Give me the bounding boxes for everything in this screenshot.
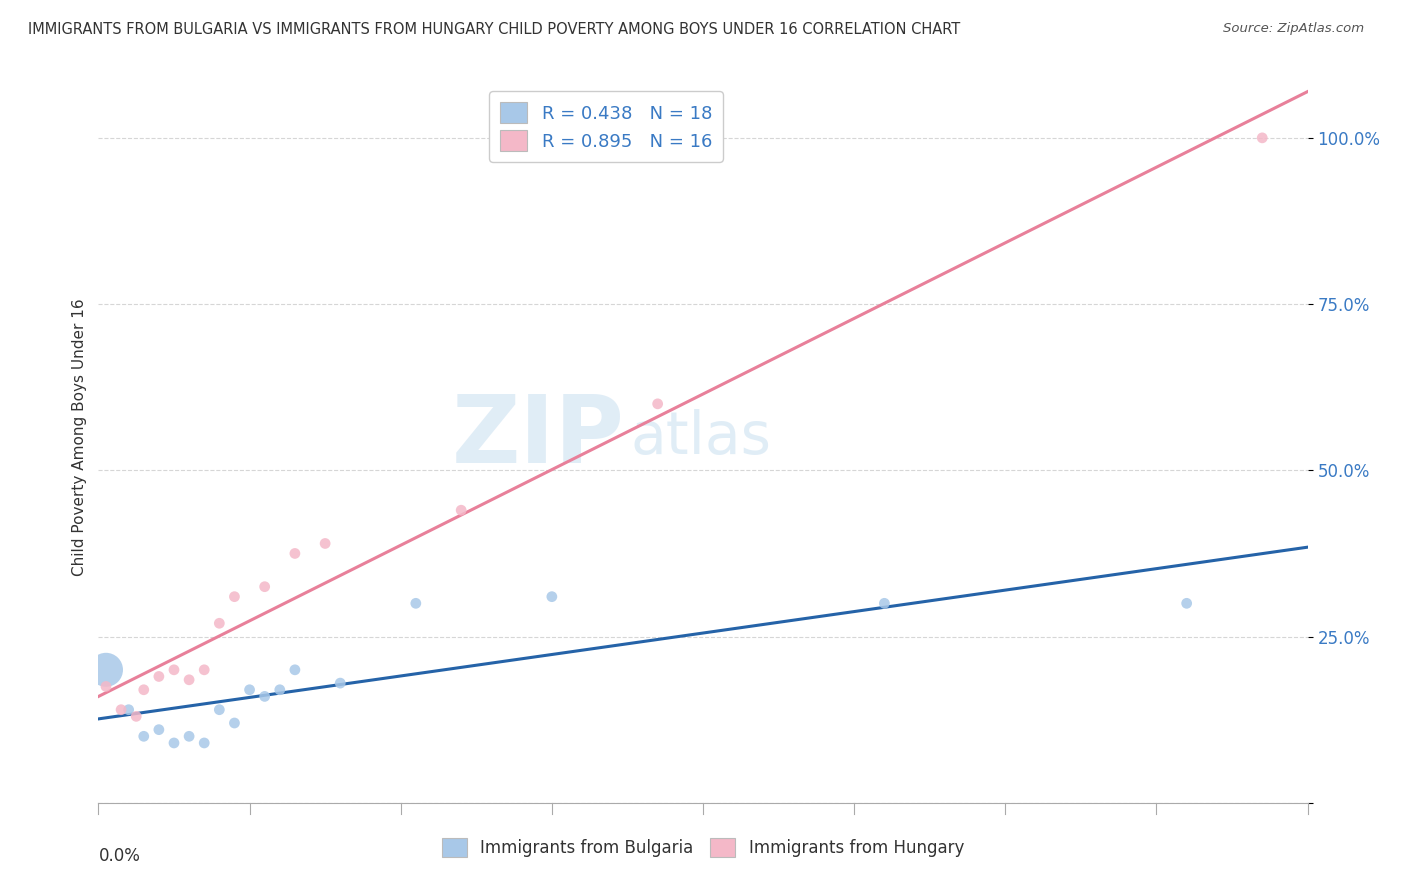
Text: Source: ZipAtlas.com: Source: ZipAtlas.com [1223,22,1364,36]
Point [193,736,215,750]
Point [253,580,276,594]
Text: ZIP: ZIP [451,391,624,483]
Point [284,663,307,677]
Point [1175,596,1198,610]
Point [179,729,201,743]
Point [253,690,276,704]
Point [193,663,215,677]
Point [208,616,231,631]
Legend: Immigrants from Bulgaria, Immigrants from Hungary: Immigrants from Bulgaria, Immigrants fro… [436,831,970,864]
Point [163,736,186,750]
Text: IMMIGRANTS FROM BULGARIA VS IMMIGRANTS FROM HUNGARY CHILD POVERTY AMONG BOYS UND: IMMIGRANTS FROM BULGARIA VS IMMIGRANTS F… [28,22,960,37]
Point [179,673,201,687]
Point [163,663,186,677]
Text: 0.0%: 0.0% [98,847,141,864]
Point [269,682,291,697]
Point [132,682,155,697]
Point [125,709,148,723]
Point [224,590,246,604]
Point [239,682,262,697]
Point [540,590,562,604]
Point [110,703,132,717]
Point [329,676,352,690]
Point [118,703,141,717]
Point [148,669,170,683]
Point [94,663,117,677]
Point [314,536,336,550]
Point [284,546,307,560]
Text: atlas: atlas [630,409,772,466]
Point [94,680,117,694]
Point [647,397,669,411]
Point [873,596,896,610]
Y-axis label: Child Poverty Among Boys Under 16: Child Poverty Among Boys Under 16 [72,298,87,576]
Point [224,716,246,731]
Point [405,596,427,610]
Point [1251,131,1274,145]
Point [208,703,231,717]
Point [450,503,472,517]
Point [132,729,155,743]
Point [148,723,170,737]
